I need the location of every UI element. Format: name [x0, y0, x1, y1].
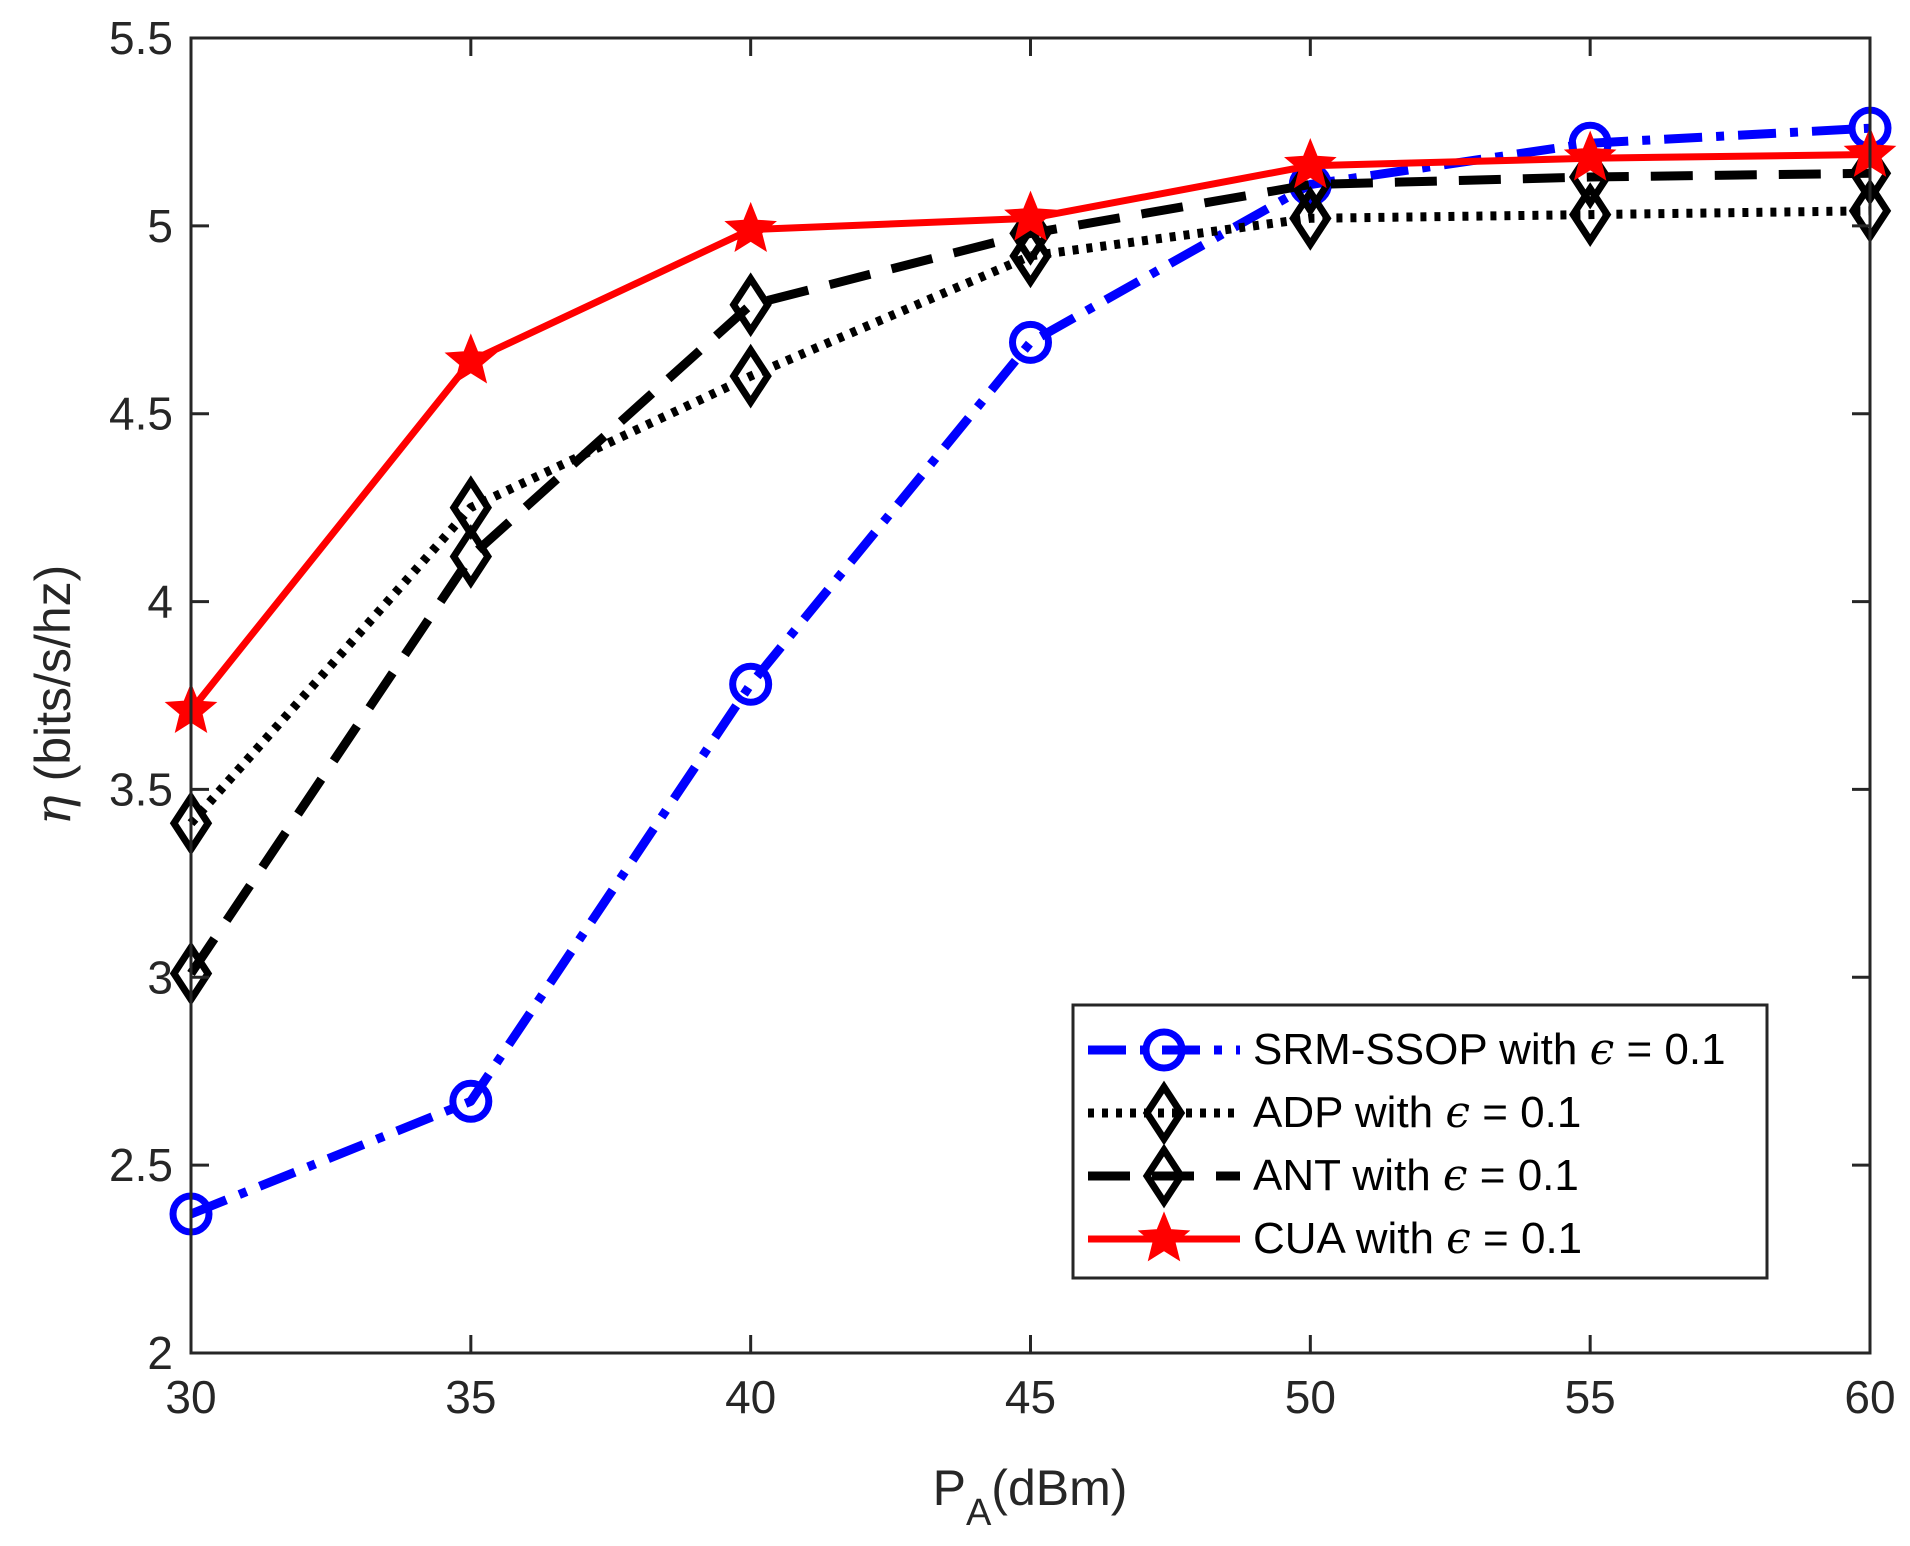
- marker-star: [1284, 138, 1337, 189]
- y-tick-label: 4: [147, 576, 173, 628]
- marker-circle: [449, 1079, 493, 1123]
- legend-samples: [1088, 1028, 1240, 1262]
- y-tick-label: 5: [147, 200, 173, 252]
- x-tick-label: 55: [1565, 1371, 1616, 1423]
- legend-entry-label: CUA with ϵ = 0.1: [1253, 1213, 1582, 1264]
- series-line: [187, 168, 1871, 977]
- marker-star: [724, 201, 777, 252]
- y-tick-label: 5.5: [109, 12, 173, 64]
- marker-star: [1563, 130, 1617, 181]
- y-tick-label: 2.5: [109, 1139, 173, 1191]
- legend-entry-label: SRM-SSOP with ϵ = 0.1: [1253, 1024, 1726, 1075]
- x-tick-label: 50: [1285, 1371, 1336, 1423]
- y-tick-label: 4.5: [109, 388, 173, 440]
- x-tick-label: 45: [1005, 1371, 1056, 1423]
- legend-entry-label: ANT with ϵ = 0.1: [1253, 1150, 1579, 1201]
- y-tick-label: 3: [147, 951, 173, 1003]
- x-tick-label: 60: [1844, 1371, 1895, 1423]
- x-tick-label: 30: [165, 1371, 216, 1423]
- legend: SRM-SSOP with ϵ = 0.1 ADP with ϵ = 0.1 A…: [1071, 1003, 1769, 1280]
- marker-star: [1004, 190, 1057, 241]
- marker-diamond: [449, 524, 493, 589]
- series-line: [187, 206, 1871, 827]
- marker-circle: [1009, 320, 1052, 364]
- y-tick-label: 2: [147, 1327, 173, 1379]
- x-tick-label: 35: [445, 1371, 496, 1423]
- marker-diamond: [1568, 182, 1612, 247]
- marker-diamond: [729, 272, 772, 338]
- x-tick-label: 40: [725, 1371, 776, 1423]
- marker-diamond: [1142, 1143, 1186, 1209]
- marker-circle: [1142, 1028, 1186, 1072]
- y-axis-label: η (bits/s/hz): [24, 565, 82, 826]
- marker-diamond: [1289, 185, 1332, 251]
- marker-star: [444, 333, 498, 384]
- legend-entry-label: ADP with ϵ = 0.1: [1253, 1087, 1581, 1138]
- marker-diamond: [1142, 1080, 1186, 1146]
- marker-star: [1137, 1211, 1191, 1262]
- x-axis-label: PA(dBm): [933, 1460, 1128, 1534]
- ticks-layer: 30 35 40 45 50 55 60 2 2.5 3 3.5 4 4.5 5 5.5: [109, 12, 1896, 1423]
- marker-circle: [729, 662, 773, 706]
- series-line: [189, 123, 1871, 1219]
- marker-diamond: [729, 343, 772, 409]
- y-tick-label: 3.5: [109, 763, 173, 815]
